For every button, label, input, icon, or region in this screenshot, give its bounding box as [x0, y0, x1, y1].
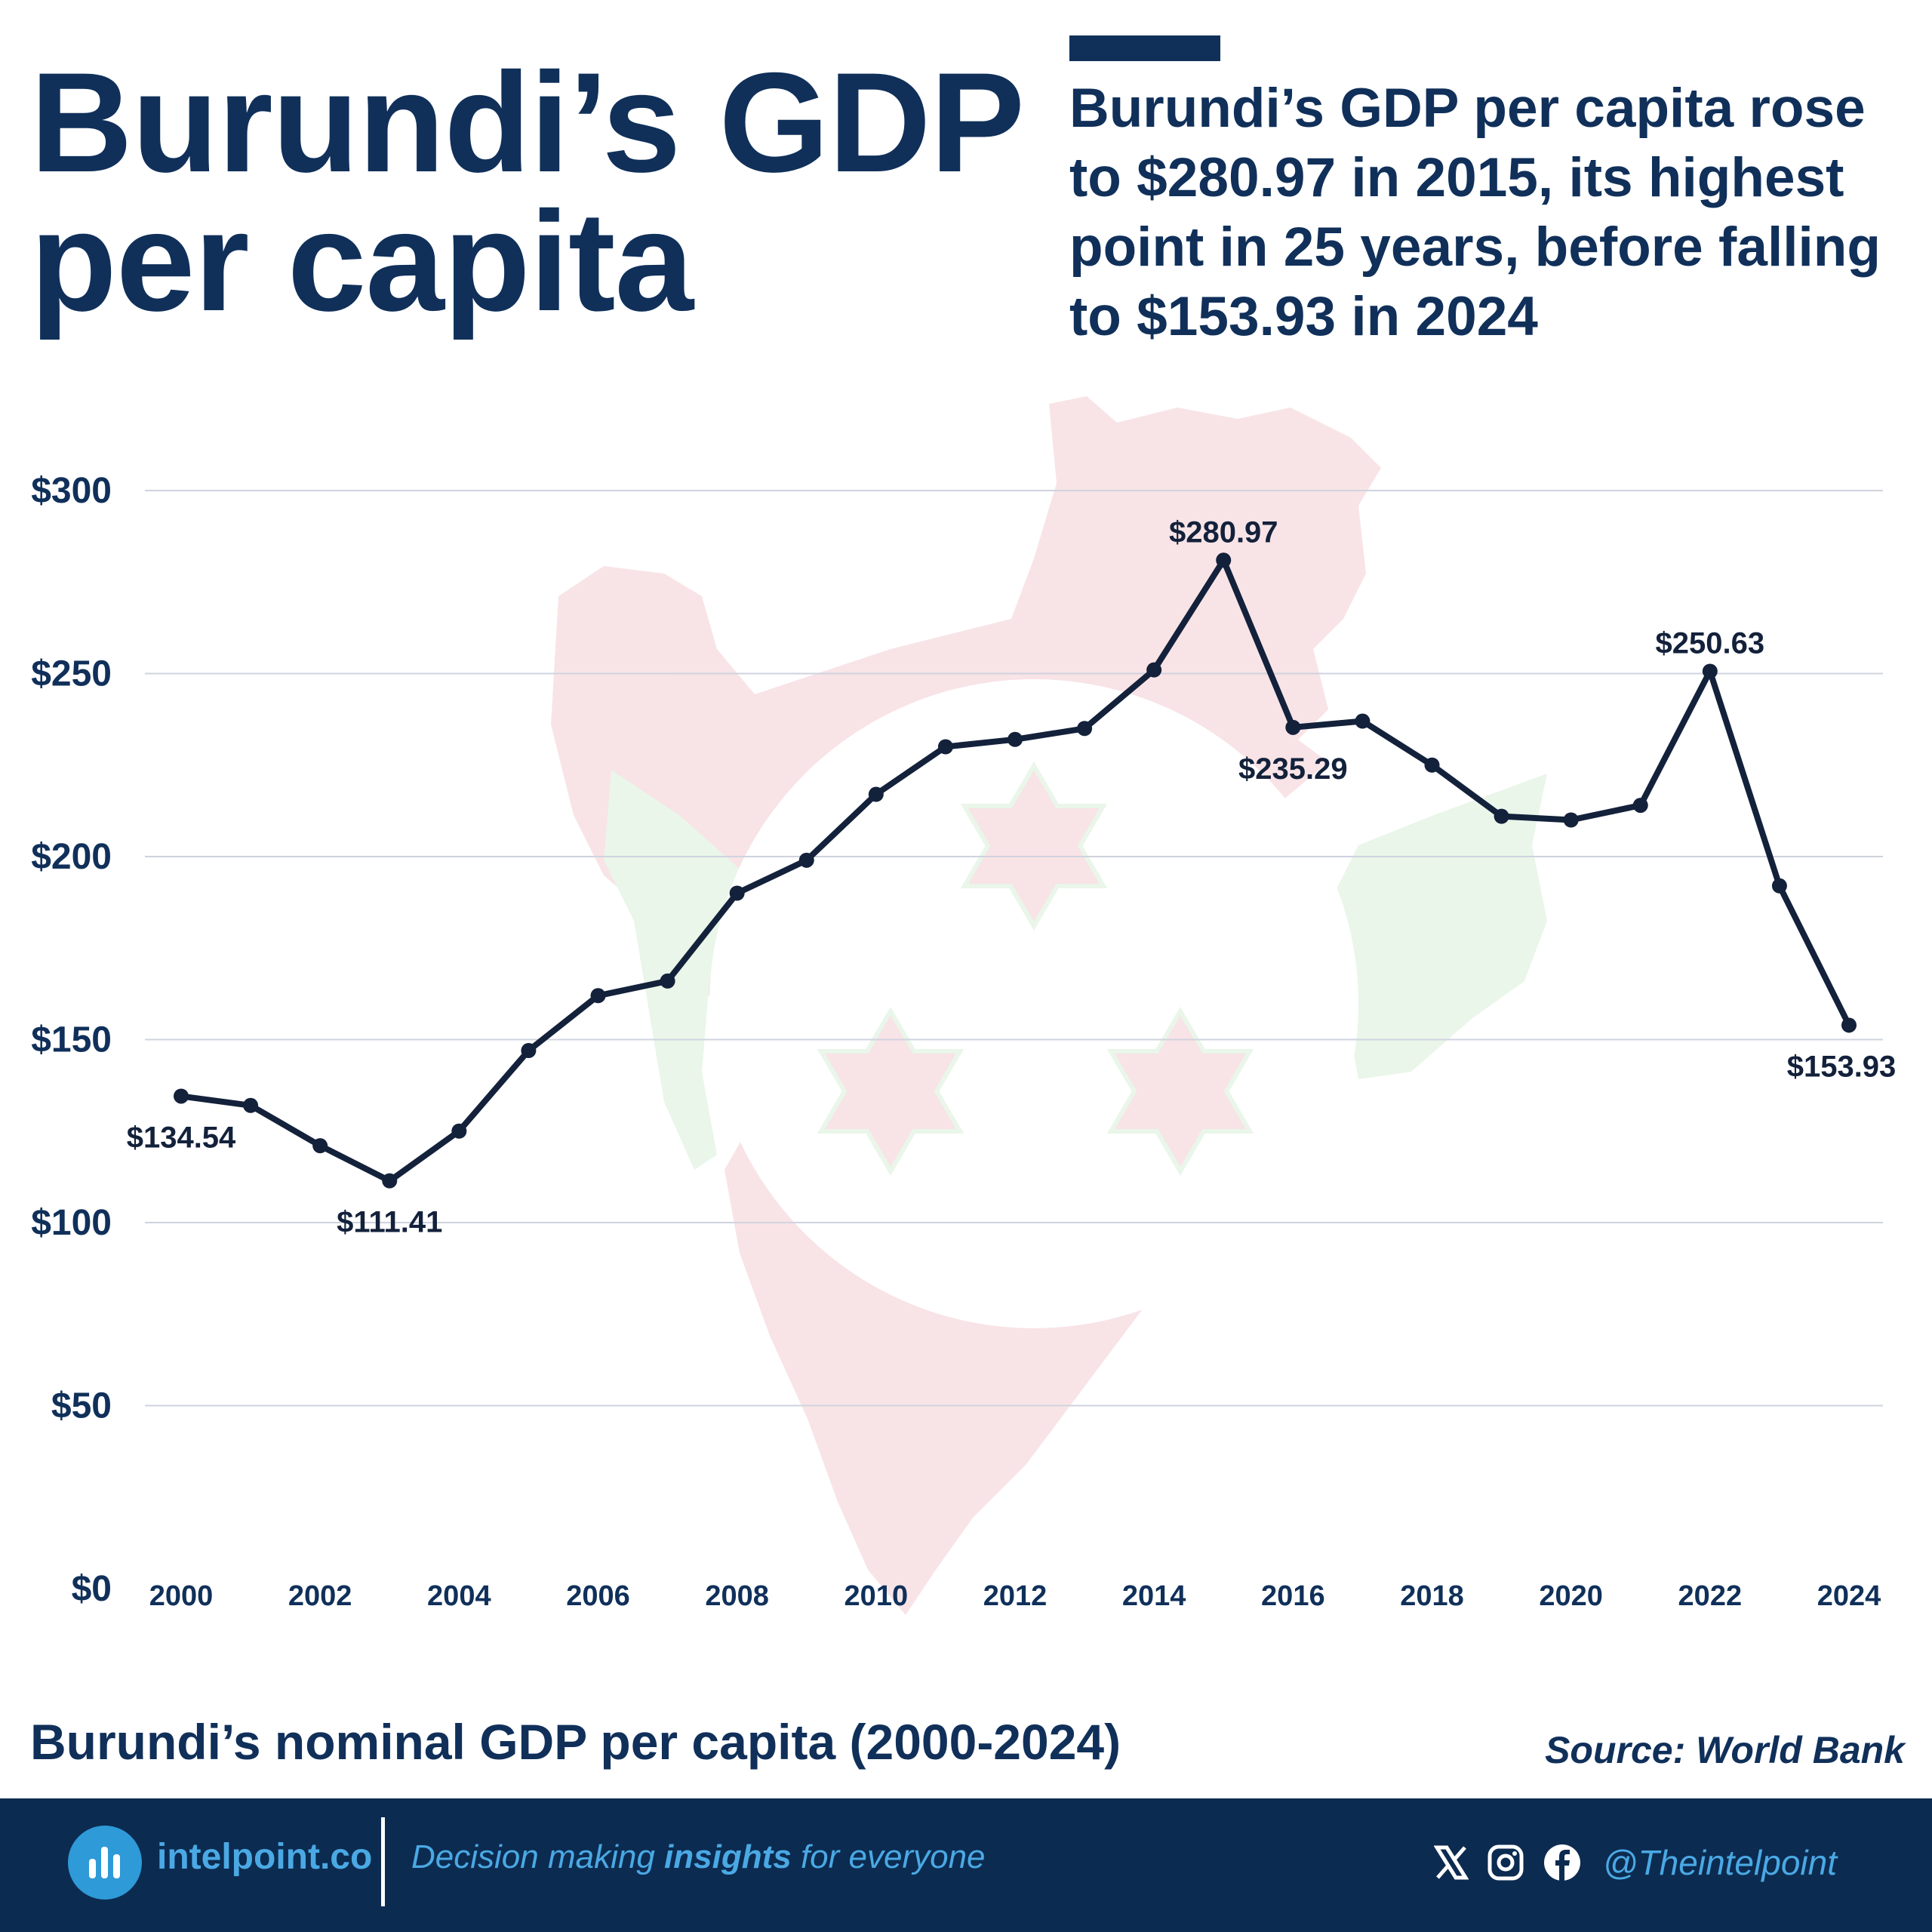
tagline-start: Decision making [411, 1838, 665, 1875]
y-tick-label: $100 [31, 1203, 112, 1243]
data-point [1077, 721, 1093, 737]
data-point [174, 1088, 189, 1104]
x-tick-label: 2008 [705, 1580, 769, 1612]
tagline-end: for everyone [791, 1838, 986, 1875]
chart-caption: Burundi’s nominal GDP per capita (2000-2… [30, 1714, 1121, 1770]
data-point [1771, 878, 1787, 894]
x-tick-label: 2006 [566, 1580, 630, 1612]
x-tick-label: 2020 [1539, 1580, 1603, 1612]
y-tick-label: $50 [51, 1386, 112, 1426]
x-tick-label: 2000 [149, 1580, 214, 1612]
data-point [798, 852, 814, 868]
map-green-right [1328, 774, 1547, 1079]
data-point [1563, 812, 1579, 828]
data-label: $280.97 [1169, 515, 1278, 549]
x-tick-label: 2014 [1122, 1580, 1186, 1612]
footer: intelpoint.co Decision making insights f… [0, 1798, 1932, 1932]
data-point [312, 1138, 328, 1154]
data-point [1355, 713, 1371, 729]
gdp-line-chart: $0$50$100$150$200$250$300 2000 2002 2004 20… [31, 396, 1897, 1615]
x-tick-label: 2016 [1261, 1580, 1325, 1612]
social-handle[interactable]: @Theintelpoint [1602, 1843, 1837, 1882]
data-point [243, 1097, 259, 1113]
facebook-icon[interactable] [1543, 1843, 1582, 1882]
grid-lines [145, 490, 1883, 1407]
x-tick-label: 2012 [983, 1580, 1048, 1612]
data-point [382, 1173, 398, 1189]
flag-star-right [1106, 1007, 1254, 1176]
data-point [1494, 808, 1509, 824]
data-point [729, 885, 745, 901]
data-point [1285, 719, 1301, 735]
y-tick-label: $300 [31, 471, 112, 511]
y-tick-label: $250 [31, 654, 112, 694]
chart-title: Burundi’s GDP per capita [30, 51, 1041, 332]
data-point [1008, 731, 1023, 747]
data-point [1841, 1017, 1857, 1033]
data-label: $235.29 [1238, 752, 1348, 786]
chart-subtitle: Burundi’s GDP per capita rose to $280.97… [1069, 78, 1881, 347]
data-point [1702, 663, 1718, 679]
data-point [521, 1043, 537, 1059]
y-tick-label: $0 [72, 1569, 112, 1609]
flag-star-top [960, 761, 1108, 931]
title-line-2: per capita [30, 182, 694, 340]
x-tick-label: 2024 [1817, 1580, 1881, 1612]
data-point [660, 973, 675, 989]
burundi-flag-map-watermark [551, 396, 1547, 1615]
tagline: Decision making insights for everyone [411, 1838, 986, 1876]
data-point [1424, 757, 1440, 773]
footer-divider [381, 1817, 385, 1906]
x-tick-label: 2004 [427, 1580, 491, 1612]
x-axis: 2000 2002 2004 2006 2008 2010 2012 2014 2016 2018… [149, 1580, 1881, 1612]
data-point [590, 988, 606, 1004]
data-points [174, 552, 1857, 1189]
accent-bar [1069, 35, 1220, 61]
y-tick-label: $200 [31, 837, 112, 877]
tagline-bold: insights [664, 1838, 792, 1875]
title-line-1: Burundi’s GDP [30, 43, 1025, 202]
data-label: $134.54 [127, 1121, 236, 1154]
data-point [868, 786, 884, 802]
brand-link[interactable]: intelpoint.co [157, 1837, 373, 1877]
flag-white-disc [709, 679, 1358, 1328]
data-point [937, 739, 953, 755]
data-labels: $134.54 $111.41 $280.97 $235.29 $250.63 $153.… [127, 515, 1897, 1238]
source-note: Source: World Bank [1545, 1729, 1905, 1771]
data-label: $250.63 [1656, 626, 1765, 660]
social-links: @Theintelpoint [1433, 1829, 1837, 1897]
y-axis: $0 $50 $100 $150 $200 $250 $300 [31, 471, 112, 1609]
y-tick-label: $150 [31, 1020, 112, 1060]
instagram-icon[interactable] [1487, 1844, 1524, 1881]
intelpoint-logo-icon[interactable] [68, 1826, 142, 1900]
data-point [1146, 662, 1162, 678]
x-tick-label: 2002 [288, 1580, 352, 1612]
x-tick-label: 2022 [1678, 1580, 1743, 1612]
flag-star-left [817, 1007, 964, 1176]
x-tick-label: 2010 [844, 1580, 909, 1612]
data-point [1216, 552, 1232, 568]
data-label: $111.41 [337, 1206, 442, 1239]
x-icon[interactable] [1433, 1845, 1469, 1880]
x-tick-label: 2018 [1400, 1580, 1464, 1612]
data-point [451, 1123, 467, 1139]
data-point [1632, 798, 1648, 814]
data-label: $153.93 [1787, 1050, 1897, 1083]
